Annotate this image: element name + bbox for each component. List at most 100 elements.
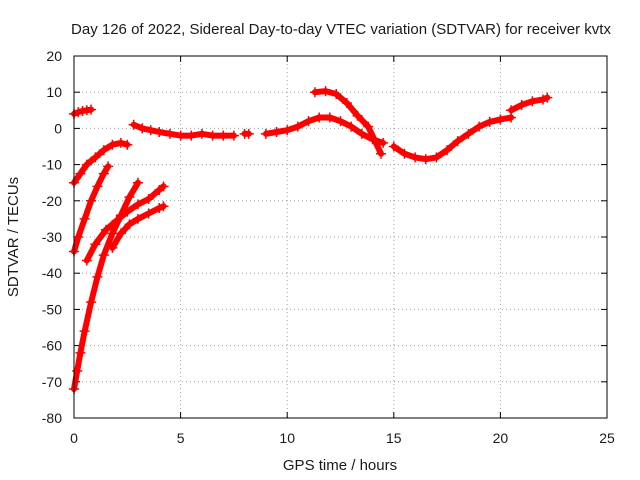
y-tick-label: -20 xyxy=(42,193,62,209)
x-tick-label: 15 xyxy=(386,430,402,446)
data-point xyxy=(154,127,165,138)
series-arc-11 xyxy=(388,112,517,165)
data-point xyxy=(243,128,254,139)
data-point xyxy=(516,99,527,110)
y-tick-label: 10 xyxy=(46,84,62,100)
data-point xyxy=(352,110,363,121)
data-point xyxy=(331,89,342,100)
y-tick-label: 0 xyxy=(54,120,62,136)
data-point xyxy=(103,161,114,172)
series-line xyxy=(390,114,515,163)
data-point xyxy=(196,128,207,139)
y-tick-label: -40 xyxy=(42,265,62,281)
data-point xyxy=(260,128,271,139)
y-tick-label: -70 xyxy=(42,374,62,390)
y-tick-label: -50 xyxy=(42,301,62,317)
data-point xyxy=(86,104,97,115)
y-tick-label: -30 xyxy=(42,229,62,245)
data-point xyxy=(79,213,90,224)
x-tick-label: 20 xyxy=(493,430,509,446)
data-point xyxy=(376,148,387,159)
data-point xyxy=(164,128,175,139)
data-point xyxy=(111,215,122,226)
data-point xyxy=(81,159,92,170)
data-point xyxy=(137,123,148,134)
y-tick-label: -10 xyxy=(42,157,62,173)
data-point xyxy=(218,130,229,141)
data-point xyxy=(86,195,97,206)
y-tick-label: 20 xyxy=(46,48,62,64)
data-point xyxy=(81,255,92,266)
data-point xyxy=(90,239,101,250)
data-point xyxy=(452,136,463,147)
data-points xyxy=(69,86,553,395)
data-point xyxy=(122,139,133,150)
data-point xyxy=(474,121,485,132)
data-point xyxy=(542,92,553,103)
data-point xyxy=(495,114,506,125)
data-point xyxy=(228,130,239,141)
data-point xyxy=(527,96,538,107)
data-point xyxy=(363,121,374,132)
data-point xyxy=(420,154,431,165)
data-point xyxy=(463,128,474,139)
data-point xyxy=(320,86,331,97)
y-tick-label: -60 xyxy=(42,338,62,354)
series-arc-10 xyxy=(309,86,387,159)
data-point xyxy=(145,125,156,136)
grid xyxy=(74,56,607,418)
data-point xyxy=(324,112,335,123)
data-point xyxy=(410,152,421,163)
data-point xyxy=(309,87,320,98)
data-point xyxy=(132,177,143,188)
series-arc-1 xyxy=(69,104,97,119)
axis-ticks: -80 -70 -60 -50 -40 -30 -20 -10 0 10 20 0 5 10 15 20 25 xyxy=(42,48,615,446)
data-point xyxy=(132,213,143,224)
data-point xyxy=(86,297,97,308)
y-tick-label: -80 xyxy=(42,410,62,426)
data-point xyxy=(292,121,303,132)
series-arc-3 xyxy=(69,161,114,257)
data-point xyxy=(484,116,495,127)
data-point xyxy=(378,137,389,148)
data-point xyxy=(124,192,135,203)
data-point xyxy=(73,232,84,242)
data-point xyxy=(98,145,109,156)
data-point xyxy=(303,116,314,127)
data-point xyxy=(75,168,86,179)
data-point xyxy=(271,127,282,138)
series-arc-8 xyxy=(239,128,254,139)
x-axis-label: GPS time / hours xyxy=(283,457,397,474)
data-point xyxy=(107,139,118,150)
data-point xyxy=(107,228,118,239)
data-point xyxy=(100,224,111,235)
data-point xyxy=(207,130,218,141)
data-point xyxy=(346,121,357,132)
data-point xyxy=(98,168,109,179)
data-point xyxy=(399,148,410,159)
data-point xyxy=(158,201,169,212)
data-point xyxy=(73,107,84,118)
data-point xyxy=(115,228,126,239)
data-point xyxy=(506,105,517,116)
series-arc-12 xyxy=(506,92,553,116)
plot-frame xyxy=(73,55,608,419)
data-point xyxy=(442,145,453,156)
data-point xyxy=(143,193,154,204)
data-point xyxy=(132,199,143,210)
data-point xyxy=(75,347,86,358)
data-point xyxy=(122,206,133,217)
chart-title: Day 126 of 2022, Sidereal Day-to-day VTE… xyxy=(71,21,611,38)
data-point xyxy=(143,208,154,219)
series-arc-7 xyxy=(128,119,239,141)
data-point xyxy=(154,203,165,214)
series-arc-6 xyxy=(107,201,169,253)
data-point xyxy=(98,250,109,261)
x-tick-label: 5 xyxy=(177,430,185,446)
data-point xyxy=(124,219,135,230)
data-point xyxy=(282,125,293,136)
data-point xyxy=(356,128,367,139)
x-tick-label: 10 xyxy=(279,430,295,446)
